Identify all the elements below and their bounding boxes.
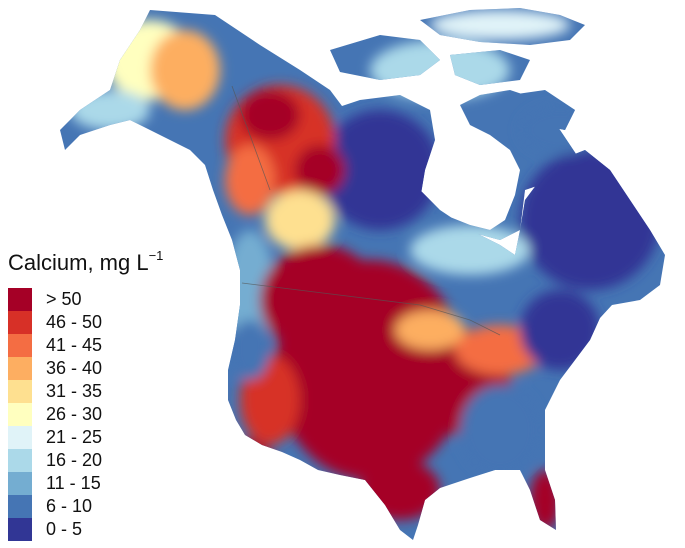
legend-item: 0 - 5 <box>8 518 102 541</box>
legend-item: 21 - 25 <box>8 426 102 449</box>
legend-label: 46 - 50 <box>46 312 103 332</box>
legend-label: 21 - 25 <box>46 427 103 447</box>
legend-label: 0 - 5 <box>46 519 83 539</box>
legend-item: 46 - 50 <box>8 311 102 334</box>
legend-item: 41 - 45 <box>8 334 102 357</box>
legend-label: 26 - 30 <box>46 404 103 424</box>
legend-swatch <box>8 426 32 449</box>
legend-label: 6 - 10 <box>46 496 93 516</box>
legend-item: 6 - 10 <box>8 495 102 518</box>
legend-swatch <box>8 357 32 380</box>
political-borders <box>231 85 501 336</box>
legend-swatch <box>8 449 32 472</box>
legend-label: 41 - 45 <box>46 335 103 355</box>
legend-swatch <box>8 518 32 541</box>
legend-swatch <box>8 311 32 334</box>
legend-label: 11 - 15 <box>46 473 101 493</box>
legend-item: 16 - 20 <box>8 449 102 472</box>
legend-label: 16 - 20 <box>46 450 103 470</box>
legend-swatch <box>8 472 32 495</box>
legend-item: 26 - 30 <box>8 403 102 426</box>
legend: > 50 46 - 50 41 - 45 36 - 40 31 - 35 26 … <box>8 288 102 541</box>
legend-title: Calcium, mg L−1 <box>8 248 164 275</box>
legend-swatch <box>8 334 32 357</box>
legend-item: > 50 <box>8 288 102 311</box>
legend-label: > 50 <box>46 289 82 309</box>
legend-item: 11 - 15 <box>8 472 102 495</box>
legend-item: 36 - 40 <box>8 357 102 380</box>
legend-swatch <box>8 288 32 311</box>
legend-swatch <box>8 403 32 426</box>
legend-label: 31 - 35 <box>46 381 103 401</box>
legend-label: 36 - 40 <box>46 358 103 378</box>
legend-item: 31 - 35 <box>8 380 102 403</box>
legend-swatch <box>8 495 32 518</box>
legend-swatch <box>8 380 32 403</box>
